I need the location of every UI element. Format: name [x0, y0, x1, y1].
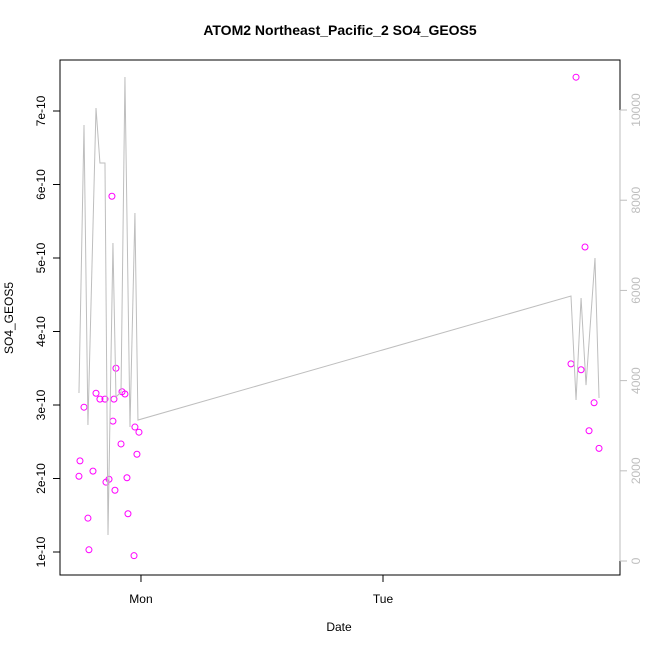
data-point	[110, 395, 118, 403]
data-point	[124, 510, 132, 518]
data-point	[595, 444, 603, 452]
y-tick-label: 7e-10	[34, 95, 48, 126]
chart-title: ATOM2 Northeast_Pacific_2 SO4_GEOS5	[203, 22, 477, 38]
data-point	[84, 514, 92, 522]
x-axis-label: Date	[326, 620, 352, 634]
data-point	[96, 395, 104, 403]
x-tick-label: Tue	[373, 592, 394, 606]
y2-tick-label: 6000	[629, 277, 643, 304]
data-point	[590, 399, 598, 407]
data-point	[89, 467, 97, 475]
y-tick-label: 5e-10	[34, 242, 48, 273]
data-point	[572, 73, 580, 81]
data-point	[135, 428, 143, 436]
data-point	[75, 472, 83, 480]
data-point	[101, 395, 109, 403]
data-point	[112, 364, 120, 372]
data-point	[581, 243, 589, 251]
data-point	[585, 427, 593, 435]
data-point	[121, 390, 129, 398]
y2-tick-label: 8000	[629, 187, 643, 214]
data-point	[76, 457, 84, 465]
data-point	[111, 486, 119, 494]
y-axis-label: SO4_GEOS5	[2, 282, 16, 354]
data-point	[123, 474, 131, 482]
y-tick-label: 6e-10	[34, 169, 48, 200]
data-point	[133, 450, 141, 458]
data-line	[78, 76, 600, 536]
data-point	[108, 192, 116, 200]
data-point	[131, 423, 139, 431]
y2-tick-label: 2000	[629, 457, 643, 484]
y-tick-label: 3e-10	[34, 389, 48, 420]
y-tick-label: 4e-10	[34, 316, 48, 347]
data-point	[577, 366, 585, 374]
data-point	[80, 403, 88, 411]
y2-tick-label: 0	[629, 557, 643, 564]
data-point	[130, 552, 138, 560]
data-point	[92, 389, 100, 397]
x-tick-label: Mon	[129, 592, 152, 606]
y-tick-label: 1e-10	[34, 536, 48, 567]
y2-tick-label: 10000	[629, 93, 643, 127]
data-point	[117, 440, 125, 448]
data-point	[85, 546, 93, 554]
y-tick-label: 2e-10	[34, 463, 48, 494]
y2-tick-label: 4000	[629, 367, 643, 394]
